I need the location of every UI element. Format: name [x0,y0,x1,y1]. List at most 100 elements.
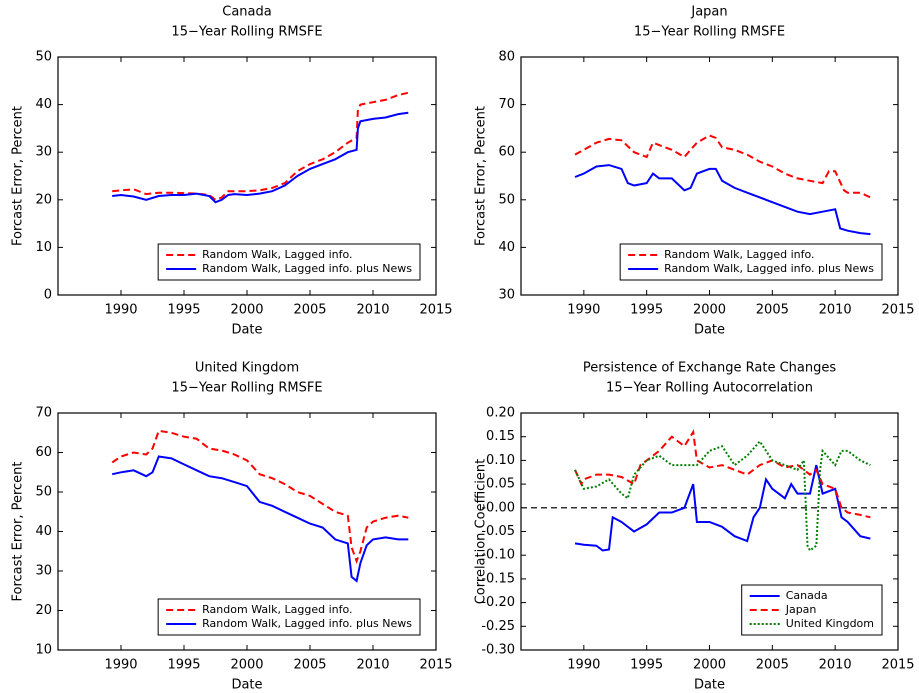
data-line [574,439,871,553]
y-tick-label: 10 [35,643,52,658]
y-tick-label: -0.15 [481,571,515,586]
y-tick-label: 30 [498,288,515,303]
y-tick-label: 10 [35,240,52,255]
legend-label: Random Walk, Lagged info. [202,248,352,261]
y-tick-label: 50 [35,50,52,65]
y-tick-label: 70 [498,97,515,112]
x-tick-label: 2005 [756,658,789,673]
x-tick-label: 1995 [630,303,663,318]
y-tick-label: 20 [35,192,52,207]
x-tick-label: 2000 [693,658,726,673]
y-tick-label: -0.20 [481,595,515,610]
x-tick-label: 1990 [567,303,600,318]
data-line [111,429,409,564]
data-line [574,164,871,236]
y-axis-label: Forcast Error, Percent [474,106,489,246]
subplot: Canada 15−Year Rolling RMSFE Date Forcast E… [11,5,453,338]
x-tick-label: 2010 [356,658,389,673]
x-tick-label: 1995 [167,303,200,318]
legend: Random Walk, Lagged info.Random Walk, La… [157,243,421,281]
subplot: Persistence of Exchange Rate Changes 15−Y… [474,361,915,693]
y-tick-label: -0.10 [481,548,515,563]
legend: Random Walk, Lagged info.Random Walk, La… [157,598,421,636]
x-tick-label: 1990 [104,658,137,673]
legend-label: Random Walk, Lagged info. [202,603,352,616]
x-axis-label: Date [231,323,262,338]
x-tick-label: 2010 [819,303,852,318]
y-axis-label: Forcast Error, Percent [11,106,26,246]
y-tick-label: 80 [498,50,515,65]
subplot: Japan 15−Year Rolling RMSFE Date Forcast Er… [474,5,915,338]
chart-title: Persistence of Exchange Rate Changes [583,361,837,376]
chart-subtitle: 15−Year Rolling RMSFE [171,25,322,40]
legend-label: Random Walk, Lagged info. [664,248,814,261]
y-tick-label: 30 [35,564,52,579]
legend-box [741,584,883,636]
legend-label: Random Walk, Lagged info. plus News [664,262,874,275]
x-tick-label: 2000 [230,303,263,318]
y-tick-label: 40 [35,524,52,539]
legend-box [157,598,421,636]
x-axis-label: Date [231,678,262,693]
chart-subtitle: 15−Year Rolling RMSFE [634,25,785,40]
y-tick-label: 30 [35,145,52,160]
plot-frame [57,412,437,651]
y-tick-label: 0.05 [486,477,515,492]
subplot: United Kingdom 15−Year Rolling RMSFE Date F… [11,361,453,693]
x-tick-label: 2015 [881,658,914,673]
x-tick-label: 2015 [419,303,452,318]
legend-label: Random Walk, Lagged info. plus News [202,617,412,630]
y-tick-label: 50 [35,485,52,500]
y-tick-label: 0.20 [486,406,515,421]
plot-frame [520,412,899,651]
y-tick-label: 60 [35,445,52,460]
plot-frame [57,56,437,296]
legend-label: Canada [786,589,828,602]
x-tick-label: 1990 [567,658,600,673]
data-line [112,91,409,201]
y-tick-label: 0 [44,288,52,303]
y-tick-label: 50 [498,192,515,207]
x-tick-label: 2010 [356,303,389,318]
y-axis-label: Forcast Error, Percent [11,461,26,601]
legend-label: Japan [785,603,817,616]
data-line [111,455,409,583]
legend-label: United Kingdom [786,617,874,630]
y-tick-label: 70 [35,406,52,421]
x-tick-label: 2000 [693,303,726,318]
legend-label: Random Walk, Lagged info. plus News [202,262,412,275]
x-axis-label: Date [694,678,725,693]
x-tick-label: 2000 [230,658,263,673]
y-tick-label: 0.15 [486,429,515,444]
x-axis-label: Date [694,323,725,338]
y-tick-label: 60 [498,145,515,160]
y-axis-label: Correlation Coefficient [474,459,489,605]
y-tick-label: -0.30 [481,643,515,658]
y-tick-label: -0.00 [481,500,515,515]
x-tick-label: 1995 [167,658,200,673]
plot-frame [520,56,899,296]
data-line [574,429,871,519]
chart-title: United Kingdom [195,361,299,376]
x-tick-label: 1995 [630,658,663,673]
chart-subtitle: 15−Year Rolling Autocorrelation [606,381,813,396]
data-line [574,464,871,552]
x-tick-label: 2005 [756,303,789,318]
y-tick-label: 20 [35,603,52,618]
y-tick-label: -0.25 [481,619,515,634]
data-line [574,134,871,199]
chart-title: Canada [222,5,271,20]
legend-box [619,243,883,281]
x-tick-label: 2005 [293,303,326,318]
x-tick-label: 2015 [881,303,914,318]
y-tick-label: 0.10 [486,453,515,468]
data-line [112,111,409,204]
x-tick-label: 2015 [419,658,452,673]
y-tick-label: -0.05 [481,524,515,539]
chart-subtitle: 15−Year Rolling RMSFE [171,381,322,396]
chart-title: Japan [690,5,727,20]
y-tick-label: 40 [35,97,52,112]
